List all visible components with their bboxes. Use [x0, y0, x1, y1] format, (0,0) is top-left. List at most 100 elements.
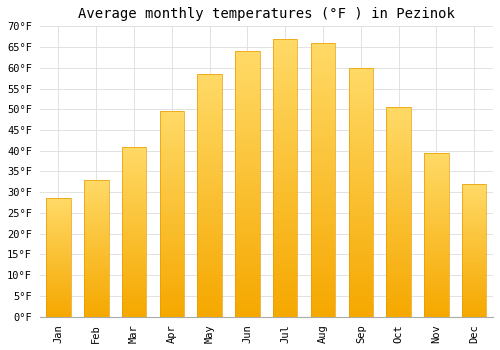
Bar — [273, 200, 297, 203]
Bar — [310, 46, 336, 48]
Bar — [160, 226, 184, 228]
Bar — [46, 230, 71, 232]
Bar — [273, 119, 297, 122]
Bar — [273, 228, 297, 231]
Bar — [386, 289, 411, 292]
Bar — [462, 280, 486, 281]
Bar — [160, 128, 184, 130]
Bar — [310, 287, 336, 289]
Bar — [160, 300, 184, 302]
Bar — [462, 285, 486, 286]
Bar — [160, 230, 184, 232]
Bar — [46, 312, 71, 313]
Bar — [84, 258, 108, 259]
Bar — [122, 238, 146, 240]
Bar — [122, 169, 146, 170]
Bar — [160, 202, 184, 204]
Bar — [348, 212, 373, 215]
Bar — [160, 284, 184, 286]
Bar — [46, 278, 71, 279]
Bar — [235, 163, 260, 165]
Bar — [198, 115, 222, 118]
Bar — [235, 208, 260, 210]
Bar — [160, 173, 184, 175]
Bar — [424, 164, 448, 166]
Bar — [235, 70, 260, 72]
Bar — [84, 184, 108, 185]
Bar — [386, 116, 411, 118]
Bar — [160, 278, 184, 280]
Bar — [235, 128, 260, 131]
Bar — [462, 253, 486, 254]
Bar — [348, 314, 373, 317]
Bar — [348, 93, 373, 95]
Bar — [348, 155, 373, 158]
Bar — [122, 167, 146, 169]
Bar — [84, 204, 108, 206]
Bar — [273, 231, 297, 233]
Bar — [122, 307, 146, 308]
Bar — [273, 286, 297, 289]
Bar — [235, 282, 260, 285]
Bar — [310, 308, 336, 311]
Bar — [46, 300, 71, 301]
Bar — [348, 192, 373, 195]
Bar — [386, 273, 411, 275]
Bar — [160, 247, 184, 249]
Bar — [84, 263, 108, 265]
Bar — [273, 128, 297, 131]
Bar — [310, 185, 336, 188]
Bar — [122, 153, 146, 155]
Bar — [198, 205, 222, 208]
Bar — [235, 88, 260, 91]
Bar — [198, 152, 222, 154]
Bar — [348, 133, 373, 135]
Bar — [84, 191, 108, 192]
Bar — [348, 242, 373, 245]
Bar — [46, 222, 71, 223]
Bar — [462, 197, 486, 198]
Bar — [198, 127, 222, 130]
Bar — [235, 213, 260, 216]
Bar — [273, 239, 297, 241]
Bar — [235, 176, 260, 178]
Bar — [310, 226, 336, 229]
Bar — [273, 50, 297, 52]
Bar — [160, 175, 184, 177]
Bar — [160, 179, 184, 181]
Bar — [424, 153, 448, 317]
Bar — [84, 298, 108, 299]
Bar — [348, 299, 373, 302]
Bar — [160, 148, 184, 150]
Bar — [160, 224, 184, 226]
Bar — [46, 273, 71, 274]
Bar — [198, 244, 222, 246]
Bar — [198, 210, 222, 212]
Bar — [122, 147, 146, 148]
Bar — [462, 249, 486, 250]
Bar — [310, 103, 336, 106]
Bar — [235, 78, 260, 80]
Bar — [273, 250, 297, 253]
Bar — [462, 230, 486, 232]
Bar — [46, 224, 71, 226]
Bar — [424, 250, 448, 251]
Bar — [348, 234, 373, 237]
Bar — [235, 269, 260, 272]
Bar — [84, 265, 108, 266]
Bar — [310, 196, 336, 199]
Bar — [84, 219, 108, 221]
Bar — [462, 244, 486, 245]
Bar — [235, 312, 260, 314]
Bar — [198, 234, 222, 237]
Bar — [386, 264, 411, 266]
Bar — [310, 251, 336, 254]
Bar — [462, 314, 486, 315]
Bar — [46, 202, 71, 203]
Bar — [424, 297, 448, 299]
Bar — [386, 218, 411, 220]
Bar — [122, 203, 146, 204]
Bar — [122, 276, 146, 278]
Bar — [84, 229, 108, 230]
Bar — [310, 191, 336, 194]
